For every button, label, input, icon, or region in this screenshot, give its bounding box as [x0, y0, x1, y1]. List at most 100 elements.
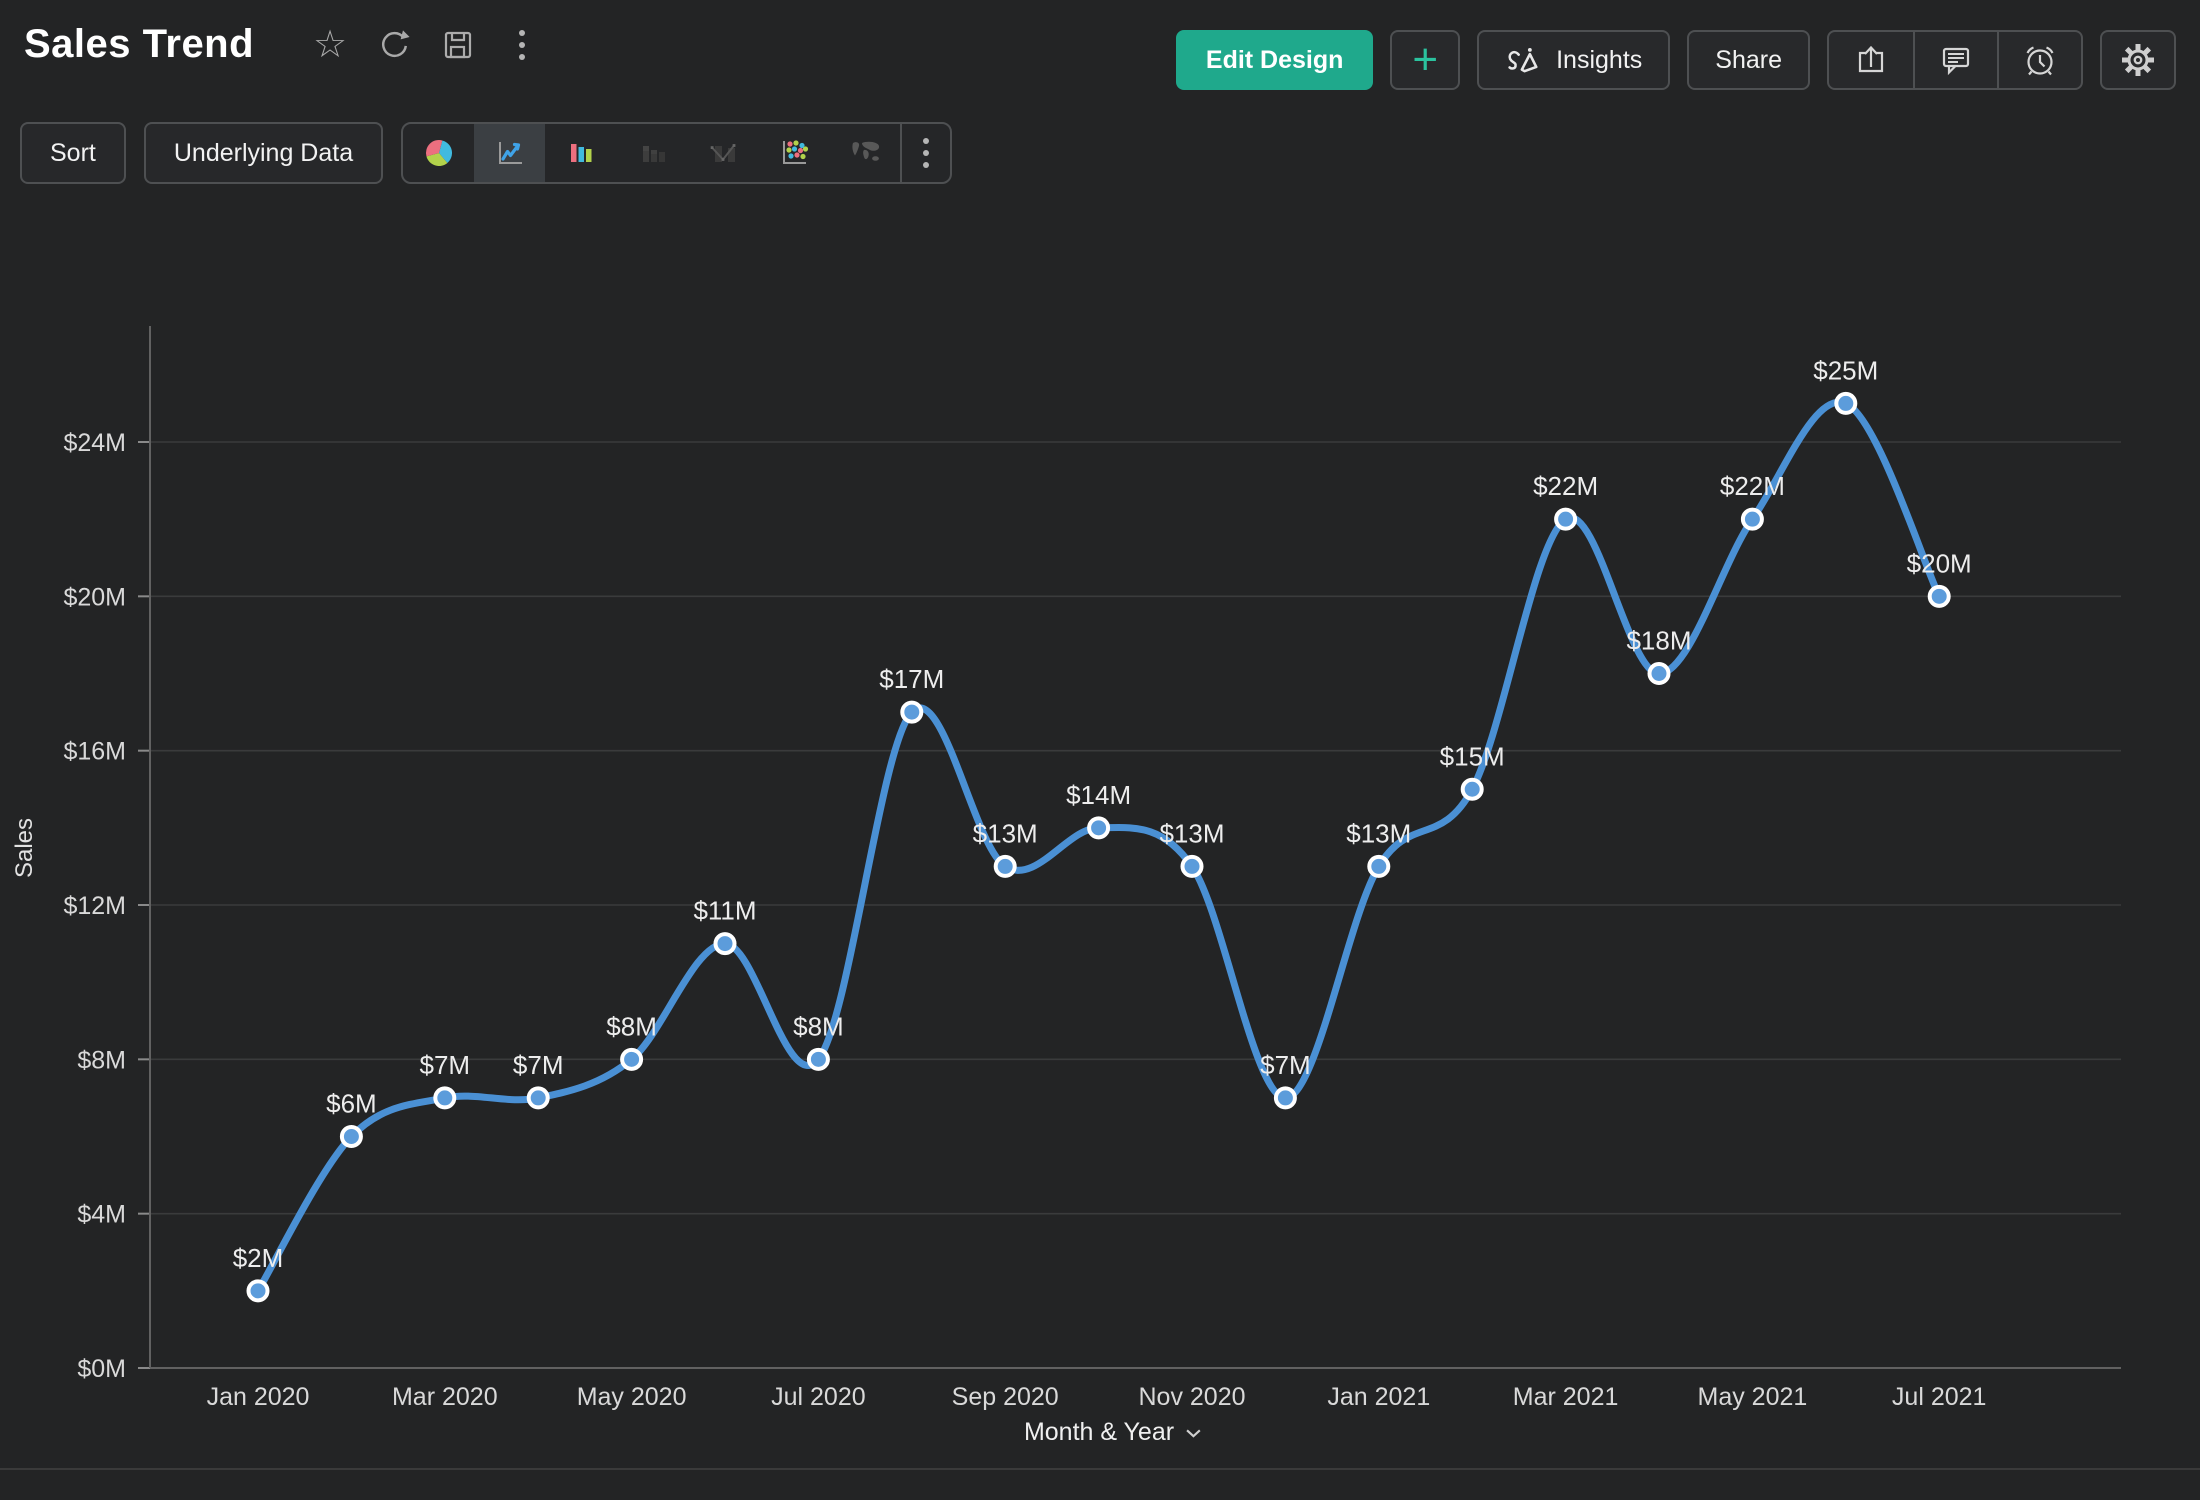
data-point[interactable]	[900, 700, 924, 724]
chart-type-pie[interactable]	[403, 124, 474, 182]
data-point[interactable]	[1834, 391, 1858, 415]
data-point[interactable]	[1927, 584, 1951, 608]
x-tick-label: Mar 2020	[392, 1383, 498, 1411]
data-point[interactable]	[713, 932, 737, 956]
data-point[interactable]	[526, 1086, 550, 1110]
refresh-icon[interactable]	[374, 23, 414, 67]
more-options-icon[interactable]	[502, 23, 542, 67]
data-point[interactable]	[1554, 507, 1578, 531]
more-chart-types-icon	[923, 138, 930, 168]
action-bar: Edit Design + Insights Share	[1175, 30, 2176, 90]
underlying-data-label: Underlying Data	[173, 138, 354, 167]
chart-type-stacked-bar[interactable]	[616, 124, 687, 182]
share-label: Share	[1715, 45, 1782, 74]
data-point[interactable]	[1460, 777, 1484, 801]
export-button[interactable]	[1829, 32, 1913, 88]
data-point[interactable]	[1180, 854, 1204, 878]
data-point-label: $7M	[1260, 1050, 1311, 1080]
x-tick-label: Nov 2020	[1138, 1383, 1245, 1411]
edit-design-button[interactable]: Edit Design	[1175, 30, 1374, 90]
edit-design-label: Edit Design	[1205, 45, 1344, 74]
data-point-label: $22M	[1533, 471, 1598, 501]
x-tick-label: May 2021	[1698, 1383, 1808, 1411]
x-tick-label: Jan 2021	[1327, 1383, 1430, 1411]
data-point-label: $13M	[1346, 818, 1411, 848]
footer-divider	[0, 1468, 2200, 1500]
x-tick-label: May 2020	[577, 1383, 687, 1411]
share-button[interactable]: Share	[1687, 30, 1810, 90]
utility-button-group	[1827, 30, 2083, 90]
data-point-label: $22M	[1720, 471, 1785, 501]
stacked-bar-chart-icon	[642, 146, 665, 162]
x-tick-label: Sep 2020	[952, 1383, 1059, 1411]
view-toolbar: Sort Underlying Data	[20, 122, 953, 184]
data-point[interactable]	[339, 1125, 363, 1148]
gear-icon	[2122, 44, 2154, 76]
axes: $0M $4M $8M $12M $16M $20M $24M Jan 2020 Mar 202…	[63, 326, 2121, 1411]
y-tick-label: $16M	[63, 738, 126, 766]
y-axis-title: Sales	[11, 818, 38, 878]
settings-button[interactable]	[2100, 30, 2176, 90]
data-point-label: $18M	[1626, 626, 1691, 656]
data-point-label: $13M	[973, 818, 1038, 848]
gridlines	[150, 441, 2121, 1215]
sort-label: Sort	[50, 138, 96, 167]
data-point[interactable]	[993, 854, 1017, 878]
pie-chart-icon	[425, 139, 452, 167]
data-point[interactable]	[806, 1047, 830, 1071]
add-button[interactable]: +	[1390, 30, 1461, 90]
y-tick-label: $0M	[77, 1355, 126, 1383]
zia-insights-icon	[1505, 44, 1543, 76]
data-point-label: $15M	[1440, 741, 1505, 771]
save-icon[interactable]	[438, 23, 478, 67]
y-tick-label: $4M	[77, 1201, 126, 1229]
insights-label: Insights	[1556, 45, 1643, 74]
export-icon	[1858, 45, 1884, 73]
page-title: Sales Trend	[24, 22, 255, 66]
y-tick-label: $12M	[63, 892, 126, 920]
insights-button[interactable]: Insights	[1477, 30, 1671, 90]
chart-type-combo[interactable]	[687, 124, 758, 182]
data-point[interactable]	[1273, 1086, 1297, 1110]
data-point-label: $8M	[606, 1011, 657, 1041]
more-chart-types-button[interactable]	[902, 124, 950, 182]
data-point[interactable]	[433, 1086, 457, 1110]
chart-type-scatter[interactable]	[758, 124, 829, 182]
data-point[interactable]	[1087, 816, 1111, 840]
x-tick-label: Mar 2021	[1513, 1383, 1619, 1411]
data-point[interactable]	[246, 1279, 270, 1303]
map-chart-icon	[852, 141, 879, 161]
data-point[interactable]	[1740, 507, 1764, 531]
sort-button[interactable]: Sort	[20, 122, 126, 184]
toolbar-divider	[900, 124, 903, 182]
chart-type-map[interactable]	[829, 124, 900, 182]
x-tick-label: Jan 2020	[207, 1383, 310, 1411]
comment-icon	[1942, 47, 1970, 76]
data-point-label: $6M	[326, 1089, 377, 1119]
header: Sales Trend ☆	[24, 22, 542, 67]
data-point[interactable]	[1367, 854, 1391, 878]
x-tick-label: Jul 2021	[1892, 1383, 1987, 1411]
x-axis-field-selector[interactable]: Month & Year	[1024, 1418, 1202, 1447]
data-point-label: $7M	[513, 1050, 564, 1080]
chart-type-line[interactable]	[474, 124, 546, 182]
data-point-label: $11M	[693, 896, 756, 926]
data-point-label: $20M	[1907, 548, 1972, 578]
data-points: $2M $6M $7M $7M $8M $11M $8M $17M $13M $14M $13M $7…	[233, 355, 1972, 1303]
chart-type-bar[interactable]	[545, 124, 616, 182]
data-point-label: $2M	[233, 1243, 284, 1273]
line-chart-icon	[498, 142, 522, 164]
scatter-chart-icon	[782, 140, 808, 164]
comments-button[interactable]	[1913, 32, 1997, 88]
favorite-star-icon[interactable]: ☆	[313, 23, 348, 66]
data-point[interactable]	[620, 1047, 644, 1071]
alerts-button[interactable]	[1997, 32, 2081, 88]
underlying-data-button[interactable]: Underlying Data	[143, 122, 384, 184]
data-point[interactable]	[1647, 662, 1671, 685]
title-icon-row: ☆	[310, 23, 542, 67]
data-point-label: $17M	[879, 664, 944, 694]
x-tick-label: Jul 2020	[771, 1383, 866, 1411]
chart-type-switcher	[401, 122, 953, 184]
